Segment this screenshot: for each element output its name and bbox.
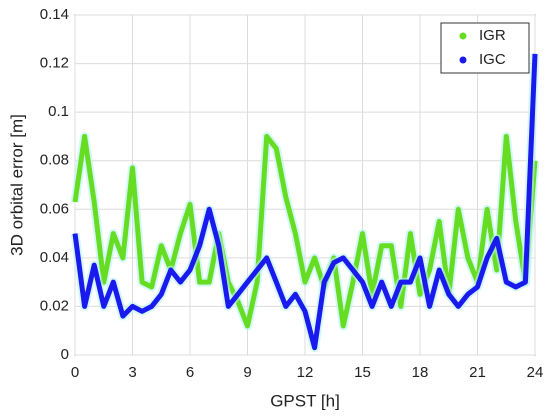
y-tick-label: 0.06: [40, 200, 69, 217]
series-line: [72, 133, 538, 329]
x-tick-label: 3: [128, 364, 136, 381]
y-tick-label: 0.14: [40, 6, 69, 23]
x-tick-label: 18: [412, 364, 429, 381]
y-tick-label: 0: [61, 346, 69, 363]
series-line: [72, 53, 538, 351]
x-tick-label: 0: [71, 364, 79, 381]
legend-marker: [459, 32, 467, 40]
y-tick-label: 0.12: [40, 55, 69, 72]
legend-label: IGR: [479, 27, 506, 44]
x-tick-label: 21: [469, 364, 486, 381]
x-axis-label: GPST [h]: [270, 391, 340, 410]
y-tick-label: 0.08: [40, 152, 69, 169]
y-axis-label: 3D orbital error [m]: [7, 114, 26, 256]
x-tick-label: 24: [527, 364, 544, 381]
y-tick-label: 0.02: [40, 297, 69, 314]
x-tick-label: 6: [186, 364, 194, 381]
legend-marker: [459, 56, 467, 64]
y-tick-label: 0.04: [40, 249, 69, 266]
x-tick-label: 9: [243, 364, 251, 381]
legend-box: [440, 22, 530, 74]
x-tick-label: 15: [354, 364, 371, 381]
x-tick-label: 12: [297, 364, 314, 381]
y-tick-label: 0.1: [48, 103, 69, 120]
legend-label: IGC: [479, 51, 506, 68]
